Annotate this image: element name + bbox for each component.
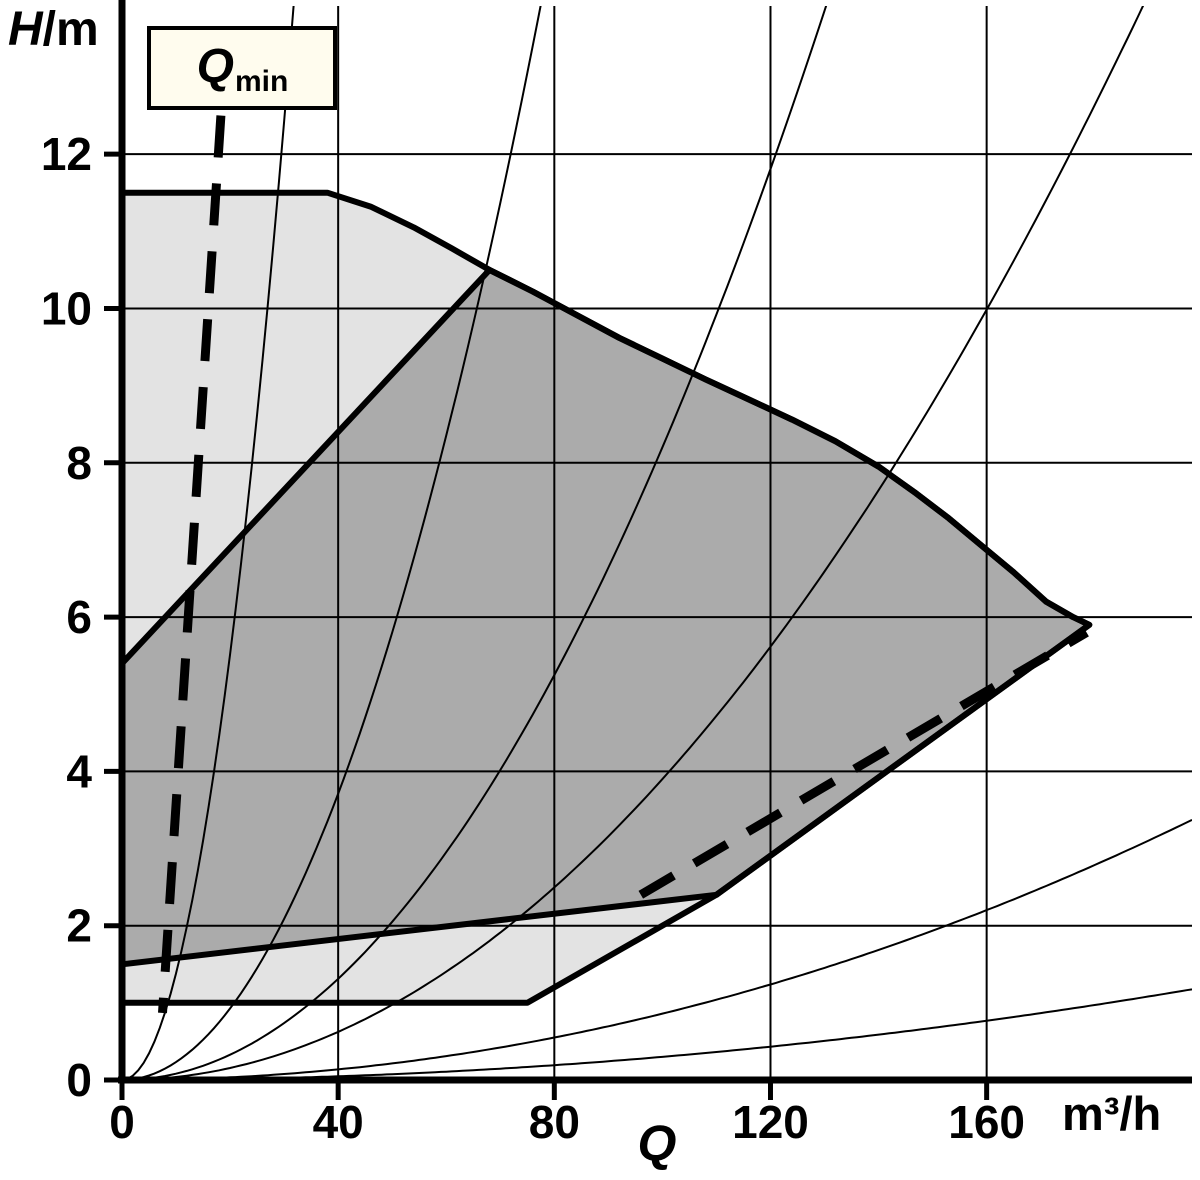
- y-tick-label: 4: [66, 745, 92, 797]
- y-tick-label: 12: [41, 128, 92, 180]
- y-tick-label: 8: [66, 437, 92, 489]
- x-tick-label: 0: [109, 1096, 135, 1148]
- qmin-label-box: Qmin: [147, 26, 337, 110]
- system-characteristic-curve: [122, 818, 1192, 1080]
- qmin-limit-line: [158, 115, 226, 1014]
- system-characteristic-curve: [122, 6, 1145, 1080]
- x-tick-label: 160: [948, 1096, 1025, 1148]
- preferred-range-outline: [122, 266, 1093, 968]
- x-tick-label: 40: [313, 1096, 364, 1148]
- y-tick-label: 0: [66, 1054, 92, 1106]
- qmin-symbol: Q: [196, 40, 234, 93]
- x-tick-label: 80: [529, 1096, 580, 1148]
- y-axis-symbol: H: [8, 3, 43, 56]
- system-characteristic-curve: [122, 6, 542, 1080]
- y-tick-label: 2: [66, 900, 92, 952]
- x-axis-label: Q: [122, 1118, 1192, 1168]
- x-axis-unit: m³/h: [1062, 1087, 1162, 1140]
- x-axis-symbol: Q: [637, 1115, 677, 1171]
- x-tick-label: 120: [732, 1096, 809, 1148]
- system-characteristic-curve: [122, 6, 295, 1080]
- y-axis-label: H/m: [8, 6, 99, 54]
- qmin-subscript: min: [235, 65, 289, 98]
- system-characteristic-curve: [122, 6, 828, 1080]
- y-tick-label: 10: [41, 282, 92, 334]
- lower-dashed-limit-line: [638, 628, 1089, 899]
- y-axis-unit-text: /m: [42, 3, 99, 56]
- y-tick-label: 6: [66, 591, 92, 643]
